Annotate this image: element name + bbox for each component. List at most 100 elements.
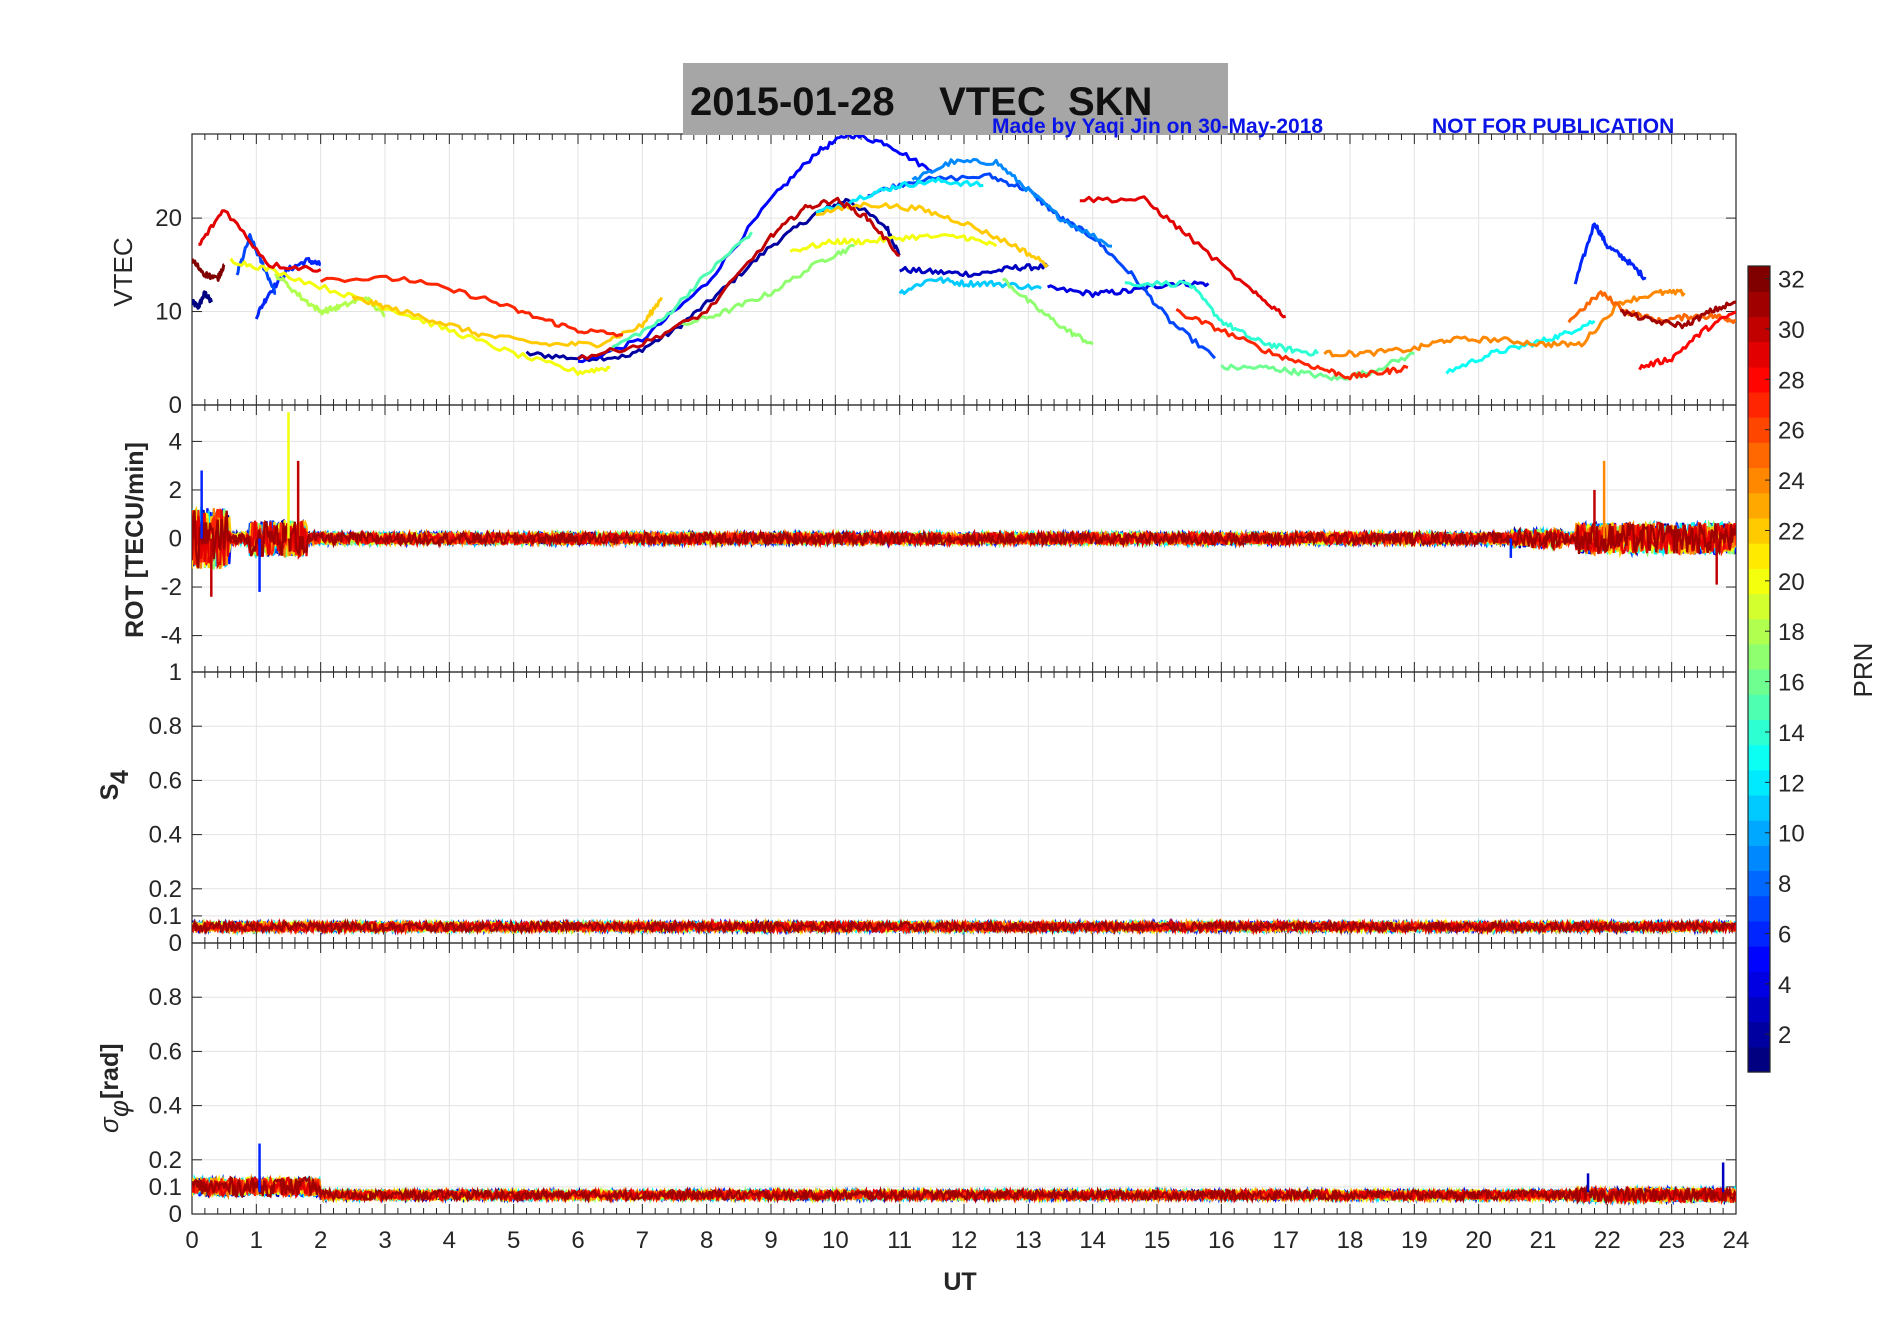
vtec-series-prn-27 [1175,308,1409,381]
title-background [683,63,1228,135]
colorbar-band [1748,517,1770,544]
vtec-series-prn-20 [789,233,998,253]
vtec-series-prn-18 [274,272,386,318]
vtec-series-prn-22 [351,295,663,349]
y-tick-label: 2 [169,477,182,504]
x-tick-label: 10 [822,1227,849,1254]
x-tick-label: 3 [378,1227,391,1254]
vtec-series-prn-1 [192,290,213,310]
panel-sigma_phi: 00.10.20.40.60.80 1 2 3 4 5 6 7 8 9 10 11 12 13 14 15 16… [149,942,1750,1254]
x-tick-label: 4 [443,1227,456,1254]
colorbar-tick-label: 16 [1778,670,1805,697]
x-tick-label: 19 [1401,1227,1428,1254]
x-tick-label: 11 [887,1227,912,1254]
vtec-series-prn-16 [1220,351,1415,382]
y-tick-label: 0.4 [149,822,182,849]
vtec-series-prn-6 [254,256,322,320]
x-tick-label: 24 [1723,1227,1750,1254]
vtec-series-prn-12 [815,176,984,214]
chart-title: 2015-01-28 VTEC SKN [690,80,1152,124]
vtec-series-prn-29 [1079,195,1287,319]
x-tick-label: 18 [1337,1227,1364,1254]
colorbar-band [1748,568,1770,595]
colorbar-tick-label: 4 [1778,972,1791,999]
colorbar-band [1748,946,1770,972]
colorbar-tick-label: 32 [1778,267,1805,294]
colorbar-label: PRN [1848,643,1878,698]
vtec-series-prn-20 [229,257,611,376]
y-tick-label: 20 [155,205,182,232]
s4-ylabel: S 4 [96,770,134,800]
sigma_phi-series-group [192,1143,1736,1207]
svg-text:S: S [96,784,124,801]
s4-series-group [192,917,1736,936]
y-tick-label: 10 [155,299,182,326]
colorbar-tick-label: 14 [1778,720,1805,747]
y-tick-label: -4 [161,623,182,650]
vtec-series-prn-3 [899,262,1049,278]
vtec-series-prn-5 [577,134,933,364]
vtec-series-prn-28 [1638,310,1736,371]
colorbar-band [1748,643,1770,670]
colorbar-band [1748,492,1770,519]
x-tick-label: 20 [1465,1227,1492,1254]
svg-text:4: 4 [106,770,134,784]
vtec-series-prn-11 [898,276,1042,295]
colorbar-band [1748,794,1770,821]
svg-text:[rad]: [rad] [96,1043,124,1099]
colorbar-tick-label: 2 [1778,1022,1791,1049]
y-tick-label: 0 [169,930,182,957]
x-tick-label: 21 [1530,1227,1557,1254]
vtec-series-prn-24 [1323,288,1686,358]
x-tick-label: 8 [700,1227,713,1254]
colorbar-band [1748,1021,1770,1048]
colorbar-band [1748,845,1770,872]
vtec-series-prn-9 [911,157,1113,248]
colorbar-tick-label: 12 [1778,770,1805,797]
vtec-series-prn-6 [1573,222,1647,285]
colorbar-band [1748,266,1770,292]
colorbar-band [1748,769,1770,796]
x-tick-label: 14 [1079,1227,1106,1254]
y-tick-label: 0.1 [149,903,182,930]
x-tick-label: 23 [1658,1227,1685,1254]
colorbar-band [1748,467,1770,494]
colorbar-tick-label: 6 [1778,921,1791,948]
vtec-series-prn-2 [525,197,901,363]
y-tick-label: 0.6 [149,767,182,794]
y-tick-label: 0.6 [149,1038,182,1065]
colorbar-band [1748,316,1770,343]
x-tick-label: 7 [636,1227,649,1254]
x-tick-label: 1 [250,1227,263,1254]
sigma-ylabel: σ φ [rad] [94,1043,134,1133]
y-tick-label: 0 [169,392,182,419]
colorbar-band [1748,291,1770,317]
vtec-series-prn-17 [680,243,856,326]
colorbar-tick-label: 8 [1778,871,1791,898]
colorbar-band [1748,744,1770,771]
colorbar-band [1748,366,1770,393]
colorbar-tick-label: 10 [1778,821,1805,848]
s4-series-prn-31 [192,917,1736,936]
colorbar-band [1748,543,1770,569]
rot-ylabel: ROT [TECU/min] [121,442,149,638]
colorbar-band [1748,417,1770,443]
y-tick-label: -2 [161,574,182,601]
colorbar-tick-label: 24 [1778,468,1805,495]
y-tick-label: 0 [169,1201,182,1228]
y-tick-label: 0 [169,526,182,553]
colorbar-tick-label: 18 [1778,619,1805,646]
vtec-series-prn-30 [577,196,901,361]
colorbar-band [1748,618,1770,645]
colorbar-band [1748,719,1770,746]
x-tick-label: 22 [1594,1227,1621,1254]
x-tick-label: 0 [185,1227,198,1254]
x-tick-label: 5 [507,1227,520,1254]
vtec-series-prn-22 [815,201,1049,268]
vtec-ylabel: VTEC [108,237,138,306]
y-tick-label: 0.2 [149,876,182,903]
y-tick-label: 0.2 [149,1147,182,1174]
x-tick-label: 16 [1208,1227,1235,1254]
y-tick-label: 0.8 [149,984,182,1011]
